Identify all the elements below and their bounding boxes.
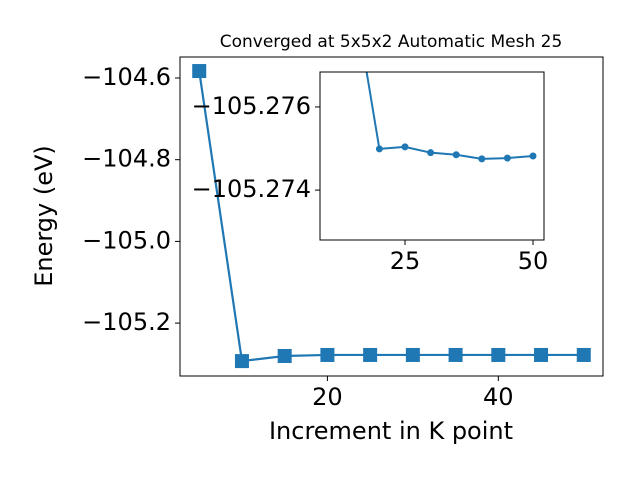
data-line xyxy=(365,72,534,160)
data-point xyxy=(401,143,409,151)
axes-frame xyxy=(179,56,604,377)
x-tick-label: 40 xyxy=(483,383,514,411)
axes-background xyxy=(320,72,544,240)
x-tick-label: 20 xyxy=(312,383,343,411)
x-tick-label: 25 xyxy=(390,247,421,275)
data-point xyxy=(503,154,511,162)
y-axis-label: Energy (eV) xyxy=(30,145,58,287)
y-tick-label: −105.274 xyxy=(192,175,311,203)
data-point xyxy=(405,347,420,362)
x-axis-label: Increment in K point xyxy=(269,417,513,445)
y-tick-label: −105.2 xyxy=(82,308,171,336)
x-tick-label: 50 xyxy=(518,247,549,275)
y-tick-label: −104.6 xyxy=(82,63,171,91)
y-tick-label: −104.8 xyxy=(82,145,171,173)
data-point xyxy=(363,347,378,362)
data-point xyxy=(478,155,486,163)
data-point xyxy=(192,64,207,79)
y-tick-label: −105.0 xyxy=(82,226,171,254)
axes-frame xyxy=(319,71,545,241)
data-point xyxy=(375,145,383,153)
data-point xyxy=(576,347,591,362)
data-point xyxy=(234,354,249,369)
data-point xyxy=(277,348,292,363)
plot-area xyxy=(365,72,537,163)
data-point xyxy=(491,347,506,362)
y-tick-label: −105.276 xyxy=(192,92,311,120)
data-point xyxy=(529,152,537,160)
plot-area xyxy=(192,64,591,369)
data-point xyxy=(427,149,435,157)
data-point xyxy=(448,347,463,362)
data-point xyxy=(320,347,335,362)
data-point xyxy=(452,151,460,159)
chart-title: Converged at 5x5x2 Automatic Mesh 25 xyxy=(220,32,563,52)
data-point xyxy=(534,347,549,362)
data-line xyxy=(198,70,584,363)
